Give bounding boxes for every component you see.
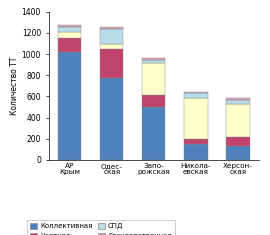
Bar [227, 104, 250, 137]
Bar [142, 63, 166, 95]
Bar [142, 60, 166, 63]
Bar [58, 38, 81, 52]
Bar [184, 98, 208, 139]
Y-axis label: Количество ТТ: Количество ТТ [10, 57, 19, 115]
Bar [142, 95, 166, 107]
Bar [100, 78, 123, 160]
Bar [100, 27, 123, 29]
Bar [100, 29, 123, 44]
Bar [58, 32, 81, 38]
Bar [58, 25, 81, 27]
Bar [184, 93, 208, 98]
Bar [100, 44, 123, 49]
Bar [58, 52, 81, 160]
Bar [184, 139, 208, 144]
Legend: Коллективная, Частная, Коммунальная, СПД, Государственная: Коллективная, Частная, Коммунальная, СПД… [27, 219, 175, 235]
Bar [100, 49, 123, 78]
Bar [227, 146, 250, 160]
Bar [184, 144, 208, 160]
Bar [227, 100, 250, 104]
Bar [227, 137, 250, 146]
Bar [227, 98, 250, 99]
Bar [142, 107, 166, 160]
Bar [58, 27, 81, 32]
Bar [142, 58, 166, 60]
Bar [184, 92, 208, 93]
